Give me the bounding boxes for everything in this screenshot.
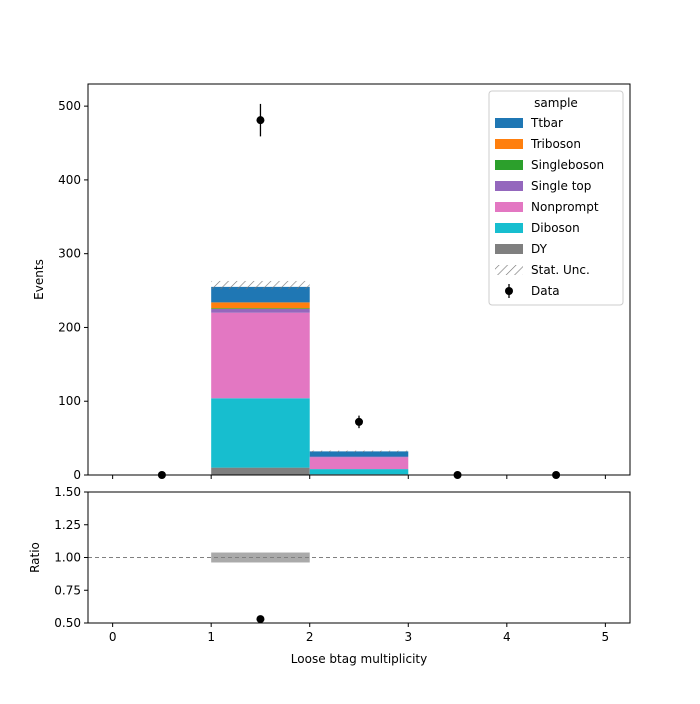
y-tick-label: 100	[58, 394, 81, 408]
legend-label-singleboson: Singleboson	[531, 158, 604, 172]
legend-label-data: Data	[531, 284, 560, 298]
legend-title: sample	[534, 96, 578, 110]
y-tick-label: 300	[58, 247, 81, 261]
legend-swatch-ttbar	[495, 118, 523, 128]
y-tick-label: 500	[58, 99, 81, 113]
x-tick-label: 1	[207, 630, 215, 644]
x-axis-label: Loose btag multiplicity	[291, 652, 427, 666]
legend-label-dy: DY	[531, 242, 548, 256]
ratio-y-tick-label: 0.75	[54, 583, 81, 597]
legend-swatch-triboson	[495, 139, 523, 149]
x-tick-label: 0	[109, 630, 117, 644]
stat-unc-band	[309, 450, 409, 453]
legend-marker-data	[505, 287, 513, 295]
bar-single-top	[309, 456, 409, 458]
bar-dy	[211, 467, 310, 475]
bar-diboson	[309, 469, 409, 475]
ratio-unc-band	[211, 552, 310, 563]
legend-swatch-singleboson	[495, 160, 523, 170]
legend-swatch-diboson	[495, 223, 523, 233]
legend-label-triboson: Triboson	[530, 137, 581, 151]
legend-swatch-single-top	[495, 181, 523, 191]
bar-nonprompt	[309, 457, 409, 470]
bar-single-top	[211, 309, 310, 313]
bar-nonprompt	[211, 312, 310, 399]
legend-label-diboson: Diboson	[531, 221, 580, 235]
x-tick-label: 5	[602, 630, 610, 644]
bar-ttbar	[309, 451, 409, 457]
x-tick-label: 3	[404, 630, 412, 644]
ratio-y-tick-label: 1.25	[54, 518, 81, 532]
x-tick-label: 4	[503, 630, 511, 644]
legend-label-single-top: Single top	[531, 179, 591, 193]
ratio-axes-frame	[87, 491, 631, 624]
legend-label-nonprompt: Nonprompt	[531, 200, 599, 214]
main-axes-frame	[87, 83, 631, 476]
ratio-y-tick-label: 1.50	[54, 485, 81, 499]
ratio-panel: 0.50 0.75 1.00 1.25 1.50 0 1 2 3 4 5 Loose btag mul…	[28, 485, 631, 666]
legend-swatch-dy	[495, 244, 523, 254]
bar-singleboson	[211, 308, 310, 310]
y-tick-label: 0	[73, 468, 81, 482]
y-tick-label: 200	[58, 320, 81, 334]
legend-label-stat-unc: Stat. Unc.	[531, 263, 590, 277]
legend: sample Ttbar Triboson Singleboson Single top…	[488, 90, 624, 306]
ratio-y-tick-label: 0.50	[54, 616, 81, 630]
ratio-y-axis-label: Ratio	[28, 542, 42, 573]
main-panel: 0 100 200 300 400 500 Events	[32, 83, 631, 482]
stat-unc-band	[211, 280, 310, 290]
bar-ttbar	[211, 286, 310, 303]
y-tick-label: 400	[58, 173, 81, 187]
x-tick-label: 2	[306, 630, 314, 644]
ratio-y-tick-label: 1.00	[54, 551, 81, 565]
legend-swatch-stat-unc	[495, 265, 523, 275]
legend-swatch-nonprompt	[495, 202, 523, 212]
data-point	[355, 417, 363, 426]
y-axis-label: Events	[32, 259, 46, 300]
ratio-point	[256, 615, 265, 624]
bar-diboson	[211, 398, 310, 468]
data-point	[256, 116, 265, 125]
legend-label-ttbar: Ttbar	[530, 116, 563, 130]
bar-triboson	[211, 302, 310, 309]
